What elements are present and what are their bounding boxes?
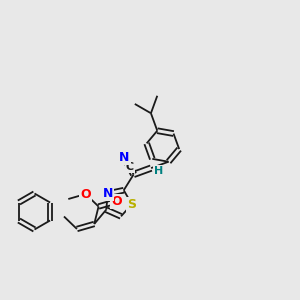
Text: S: S <box>128 198 136 211</box>
Text: N: N <box>119 151 130 164</box>
Text: O: O <box>80 188 91 200</box>
Text: O: O <box>111 195 122 208</box>
Text: H: H <box>154 166 163 176</box>
Text: C: C <box>125 162 134 172</box>
Text: N: N <box>103 187 113 200</box>
